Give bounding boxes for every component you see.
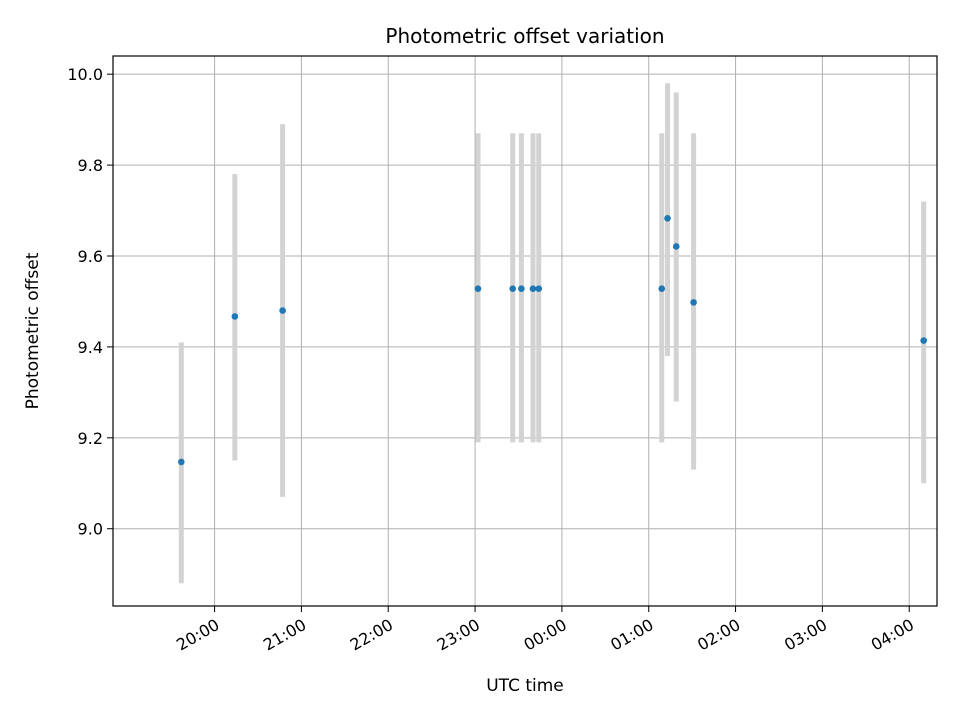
x-tick-label: 23:00 (434, 615, 483, 655)
y-ticks: 9.0 9.2 9.4 9.6 9.8 10.0 (67, 65, 113, 539)
y-tick-label: 9.8 (78, 156, 103, 175)
data-point (509, 285, 516, 293)
plot-background (113, 56, 937, 606)
y-axis-label: Photometric offset (23, 252, 43, 409)
data-point (690, 299, 697, 306)
data-point (535, 285, 543, 293)
x-tick-label: 04:00 (868, 615, 917, 655)
data-point (920, 337, 927, 344)
data-point (279, 307, 286, 314)
x-tick-label: 02:00 (694, 615, 743, 655)
y-tick-label: 9.6 (78, 247, 103, 266)
data-point (518, 285, 525, 293)
x-tick-label: 20:00 (173, 615, 222, 655)
y-tick-label: 10.0 (67, 65, 103, 84)
plot-frame (112, 55, 938, 607)
data-point (474, 285, 482, 293)
x-gridlines (214, 56, 910, 606)
data-point (672, 243, 680, 250)
y-tick-label: 9.2 (78, 429, 103, 448)
data-point (178, 458, 185, 466)
x-tick-label: 03:00 (781, 615, 830, 655)
y-tick-label: 9.0 (78, 520, 103, 539)
data-point (231, 313, 239, 320)
x-ticks: 20:00 21:00 22:00 23:00 00:00 01:00 02:00 03:00… (173, 606, 917, 655)
x-axis-label: UTC time (486, 676, 564, 696)
x-tick-label: 01:00 (607, 615, 656, 655)
data-points (178, 214, 927, 466)
x-tick-label: 21:00 (260, 615, 309, 655)
y-gridlines (113, 73, 937, 530)
chart-title: Photometric offset variation (385, 24, 664, 48)
x-tick-label: 00:00 (520, 615, 569, 655)
data-point (529, 285, 537, 293)
data-point (658, 285, 666, 293)
data-point (664, 214, 671, 222)
x-tick-label: 22:00 (347, 615, 396, 655)
y-tick-label: 9.4 (78, 338, 103, 357)
